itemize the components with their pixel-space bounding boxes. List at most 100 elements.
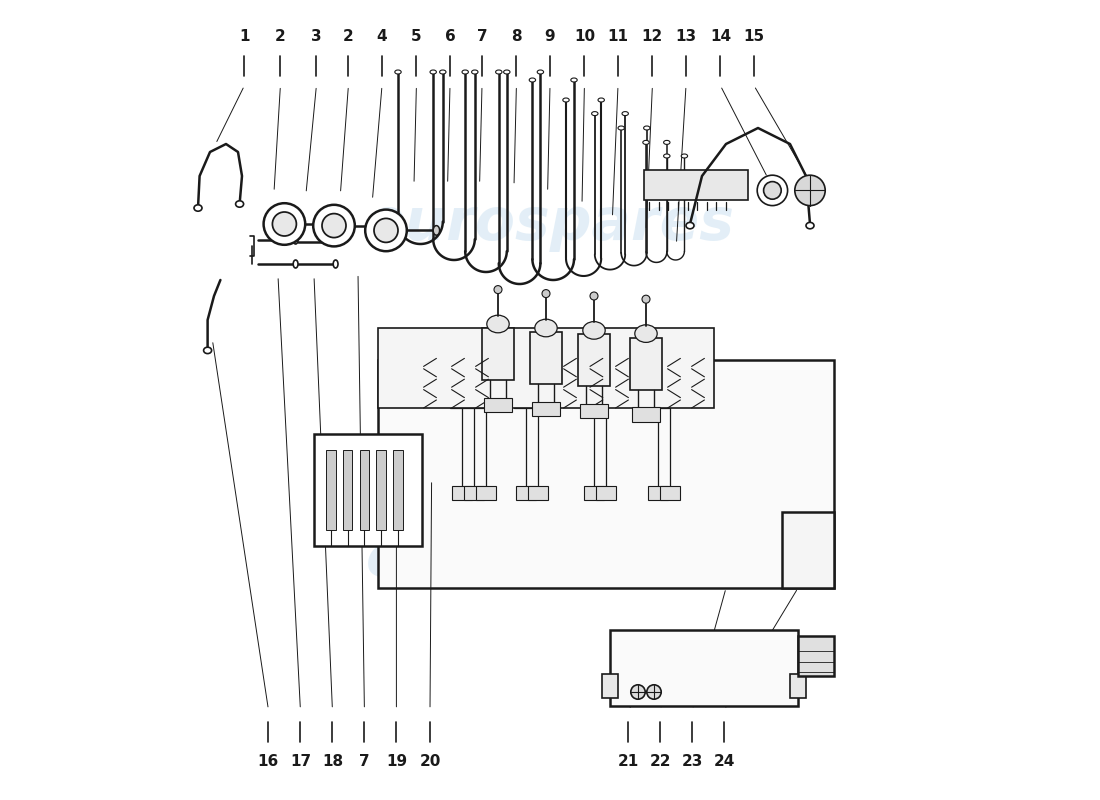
FancyBboxPatch shape [393, 450, 403, 530]
Ellipse shape [644, 126, 650, 130]
Ellipse shape [537, 70, 543, 74]
Ellipse shape [433, 226, 440, 235]
Text: 2: 2 [275, 29, 286, 44]
FancyBboxPatch shape [584, 486, 604, 500]
Ellipse shape [663, 141, 670, 145]
Ellipse shape [563, 98, 569, 102]
Ellipse shape [395, 70, 402, 74]
Text: 5: 5 [411, 29, 421, 44]
Ellipse shape [635, 325, 657, 342]
Text: 9: 9 [544, 29, 556, 44]
FancyBboxPatch shape [631, 407, 660, 422]
Ellipse shape [686, 222, 694, 229]
Text: 7: 7 [359, 754, 370, 769]
FancyBboxPatch shape [645, 170, 748, 200]
FancyBboxPatch shape [452, 486, 472, 500]
FancyBboxPatch shape [378, 360, 834, 588]
Text: 14: 14 [710, 29, 732, 44]
Text: 15: 15 [744, 29, 764, 44]
Ellipse shape [462, 70, 469, 74]
Ellipse shape [494, 286, 502, 294]
Text: eurospares: eurospares [365, 195, 735, 253]
FancyBboxPatch shape [602, 674, 618, 698]
Text: 18: 18 [322, 754, 343, 769]
FancyBboxPatch shape [484, 398, 513, 412]
Text: 3: 3 [311, 29, 321, 44]
Ellipse shape [430, 70, 437, 74]
Ellipse shape [264, 203, 305, 245]
Ellipse shape [487, 315, 509, 333]
Ellipse shape [590, 292, 598, 300]
Ellipse shape [314, 205, 355, 246]
Text: 16: 16 [257, 754, 279, 769]
FancyBboxPatch shape [531, 402, 560, 416]
Text: 13: 13 [675, 29, 696, 44]
FancyBboxPatch shape [475, 486, 496, 500]
Ellipse shape [642, 295, 650, 303]
Text: 7: 7 [476, 29, 487, 44]
Text: 17: 17 [289, 754, 311, 769]
Text: eurospares: eurospares [365, 531, 735, 589]
FancyBboxPatch shape [630, 338, 662, 390]
FancyBboxPatch shape [343, 450, 352, 530]
Ellipse shape [806, 222, 814, 229]
FancyBboxPatch shape [530, 332, 562, 384]
Ellipse shape [618, 126, 625, 130]
Ellipse shape [382, 221, 387, 230]
FancyBboxPatch shape [463, 486, 484, 500]
FancyBboxPatch shape [648, 486, 669, 500]
Ellipse shape [663, 154, 670, 158]
Text: 4: 4 [376, 29, 387, 44]
Text: 21: 21 [618, 754, 639, 769]
Ellipse shape [630, 685, 646, 699]
Ellipse shape [204, 347, 211, 354]
Ellipse shape [598, 98, 604, 102]
Ellipse shape [529, 78, 536, 82]
Ellipse shape [571, 78, 578, 82]
Ellipse shape [542, 290, 550, 298]
Text: 8: 8 [512, 29, 521, 44]
Ellipse shape [472, 70, 478, 74]
FancyBboxPatch shape [314, 434, 422, 546]
Ellipse shape [440, 70, 446, 74]
Text: 6: 6 [444, 29, 455, 44]
Ellipse shape [621, 111, 628, 115]
FancyBboxPatch shape [360, 450, 370, 530]
FancyBboxPatch shape [595, 486, 616, 500]
Text: 22: 22 [650, 754, 671, 769]
Ellipse shape [374, 218, 398, 242]
Ellipse shape [763, 182, 781, 199]
FancyBboxPatch shape [482, 328, 514, 380]
Text: 19: 19 [386, 754, 407, 769]
Text: 11: 11 [607, 29, 628, 44]
Ellipse shape [273, 212, 296, 236]
Ellipse shape [592, 111, 598, 115]
Text: 20: 20 [419, 754, 441, 769]
Text: 10: 10 [574, 29, 595, 44]
Ellipse shape [235, 201, 243, 207]
Ellipse shape [294, 236, 298, 244]
FancyBboxPatch shape [610, 630, 797, 706]
FancyBboxPatch shape [528, 486, 549, 500]
Ellipse shape [194, 205, 202, 211]
FancyBboxPatch shape [580, 404, 608, 418]
FancyBboxPatch shape [790, 674, 806, 698]
Ellipse shape [333, 260, 338, 268]
Ellipse shape [642, 141, 649, 145]
FancyBboxPatch shape [782, 512, 834, 588]
Ellipse shape [496, 70, 502, 74]
FancyBboxPatch shape [578, 334, 610, 386]
Text: 24: 24 [714, 754, 735, 769]
FancyBboxPatch shape [516, 486, 537, 500]
Text: 23: 23 [682, 754, 703, 769]
Text: 1: 1 [239, 29, 250, 44]
Ellipse shape [795, 175, 825, 206]
Ellipse shape [333, 238, 338, 246]
FancyBboxPatch shape [326, 450, 336, 530]
Text: 2: 2 [343, 29, 354, 44]
Ellipse shape [681, 154, 688, 158]
Text: 12: 12 [641, 29, 663, 44]
Ellipse shape [647, 685, 661, 699]
FancyBboxPatch shape [660, 486, 681, 500]
Ellipse shape [583, 322, 605, 339]
